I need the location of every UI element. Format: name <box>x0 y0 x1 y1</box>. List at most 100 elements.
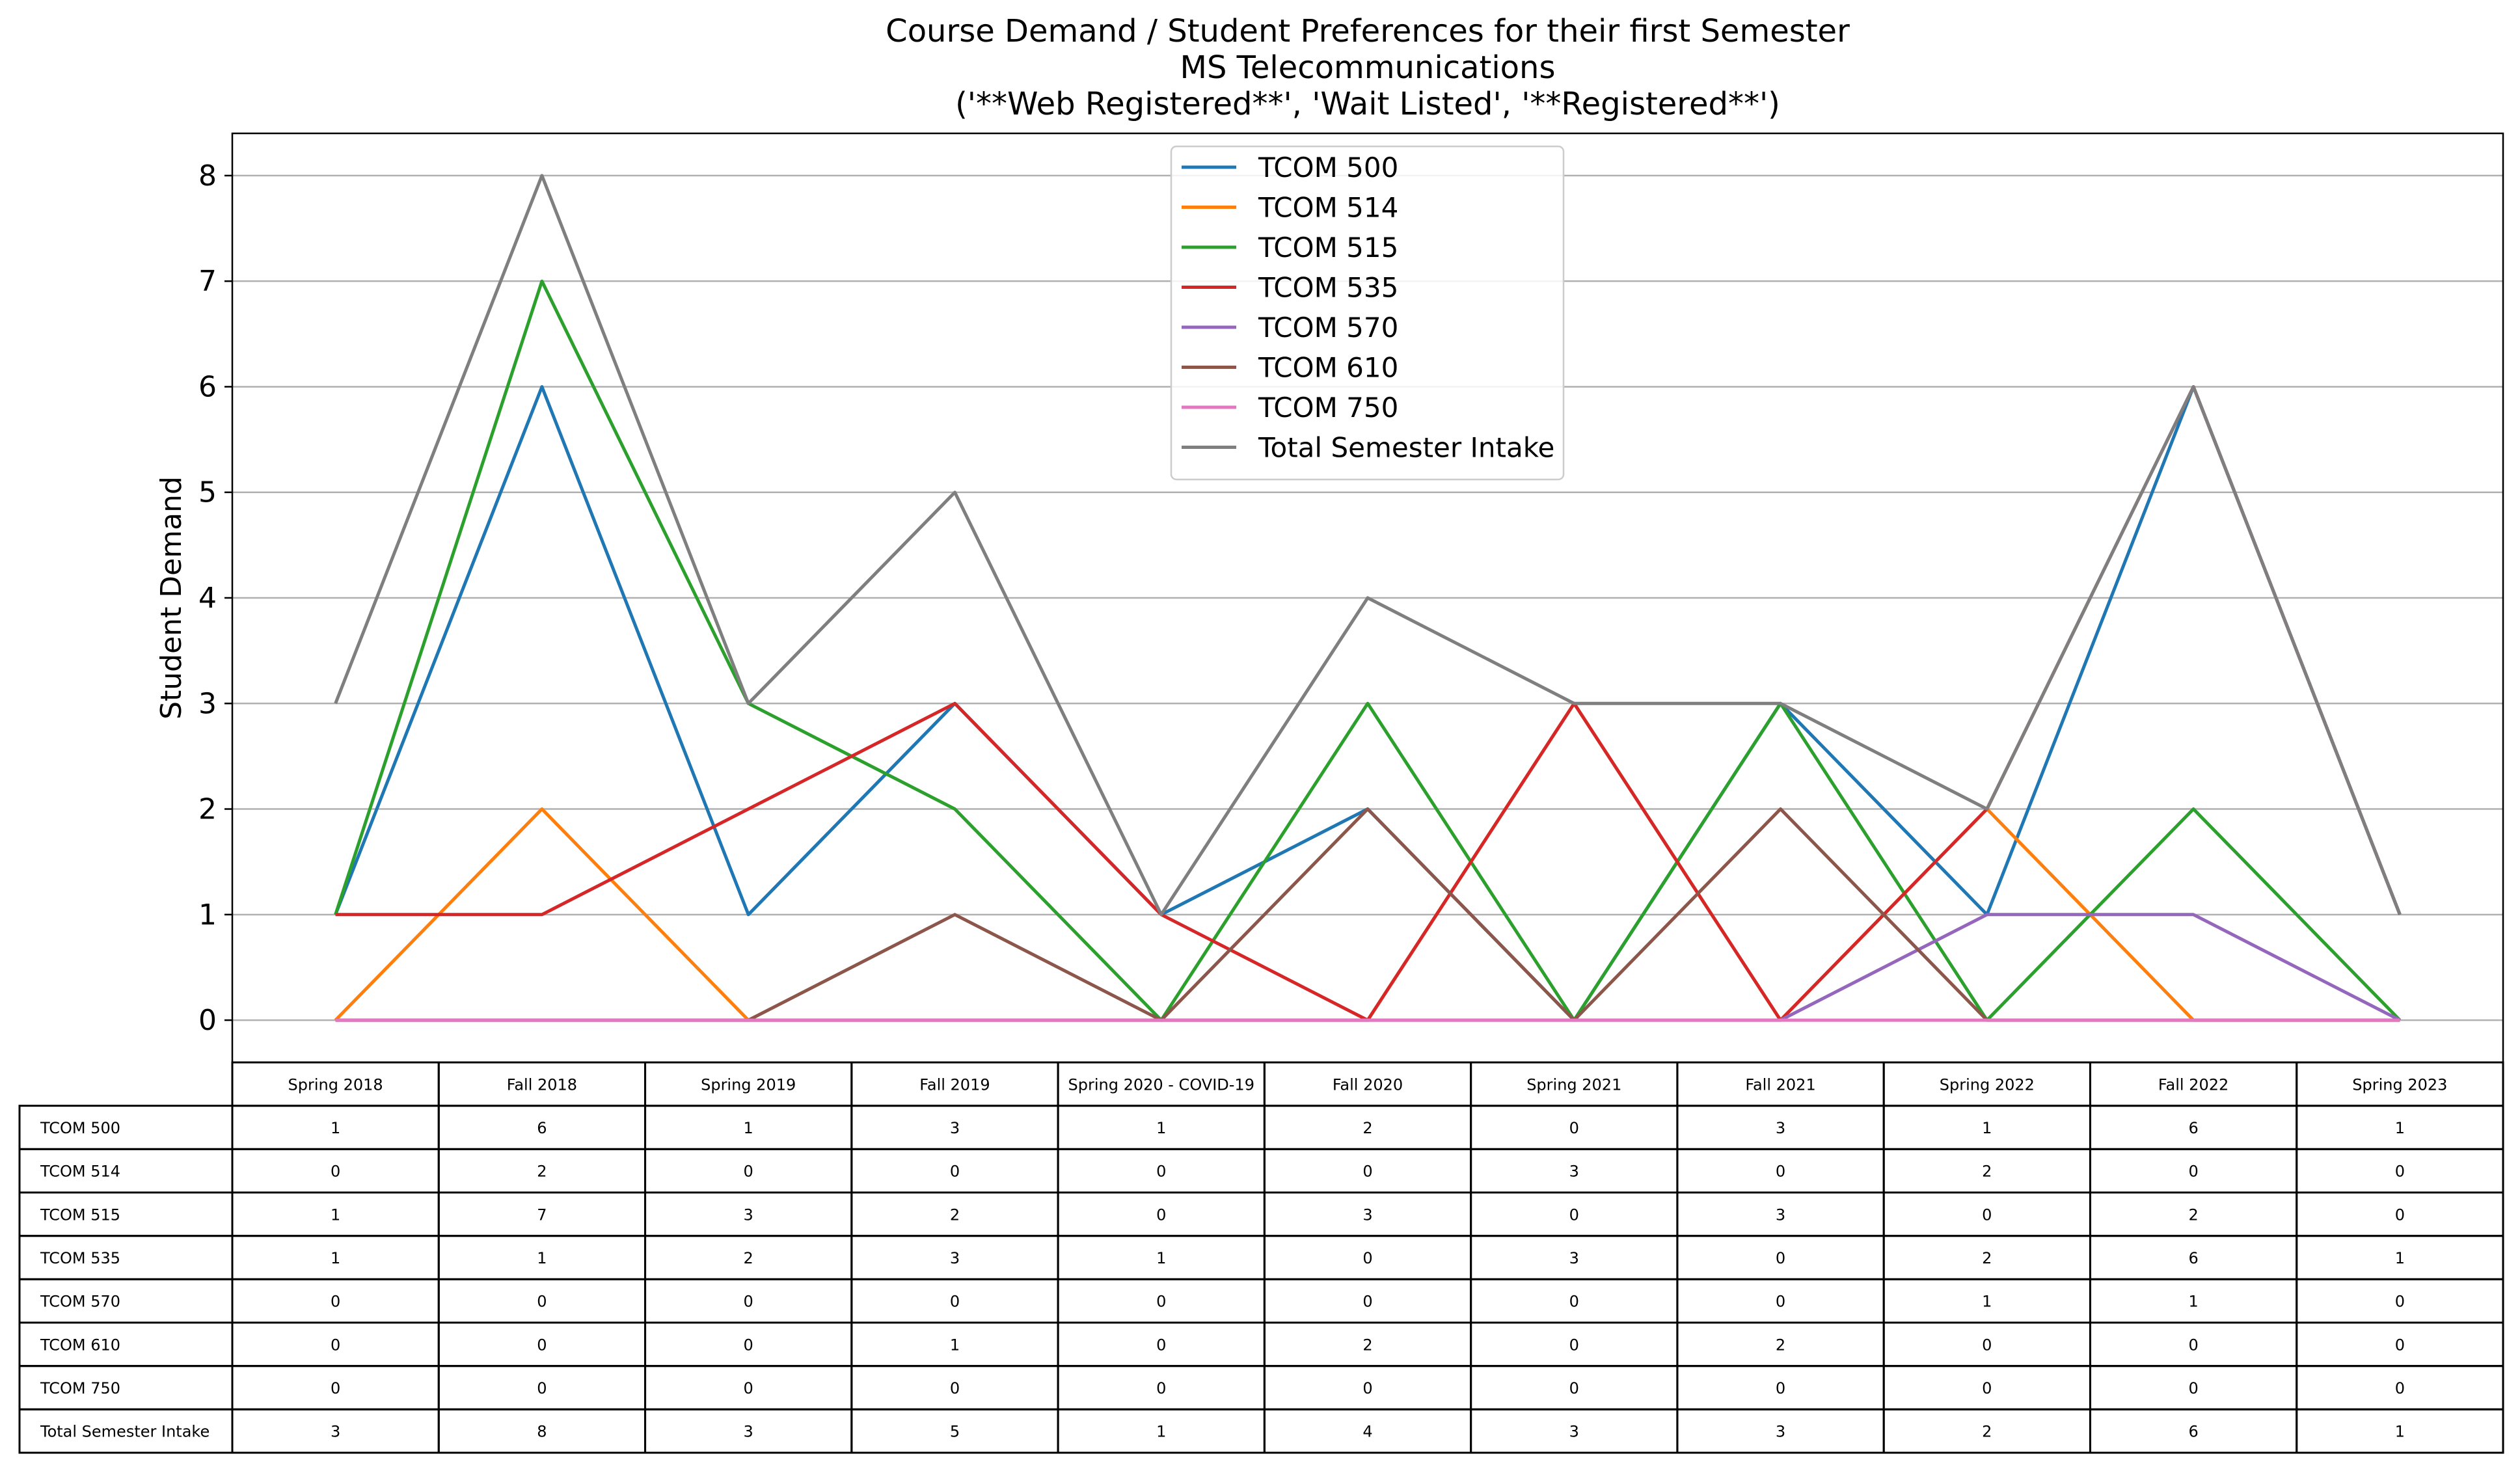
table-cell-value: 3 <box>1776 1206 1785 1224</box>
table-cell-value: 0 <box>1982 1336 1992 1354</box>
table-cell-value: 2 <box>1362 1119 1372 1137</box>
table-cell-value: 2 <box>537 1163 547 1181</box>
chart-title: Course Demand / Student Preferences for … <box>886 13 1850 122</box>
table-cell-value: 1 <box>2395 1119 2405 1137</box>
table-cell-value: 3 <box>1569 1423 1579 1441</box>
table-cell-value: 7 <box>537 1206 547 1224</box>
table-cell-value: 1 <box>2395 1423 2405 1441</box>
table-cell-value: 3 <box>1362 1206 1372 1224</box>
table-cell-value: 0 <box>2188 1163 2198 1181</box>
table-cell-value: 0 <box>2395 1206 2405 1224</box>
legend-frame <box>1170 145 1565 481</box>
y-tick-label: 3 <box>198 687 217 720</box>
table-row-label: Total Semester Intake <box>40 1423 210 1441</box>
y-tick-label: 4 <box>198 582 217 615</box>
table-cell-value: 1 <box>2188 1293 2198 1311</box>
table-col-header: Fall 2021 <box>1745 1075 1815 1094</box>
table-col-header: Fall 2018 <box>507 1075 577 1094</box>
legend-entry: TCOM 515 <box>1258 232 1398 263</box>
table-cell-value: 3 <box>744 1423 753 1441</box>
table-cell-value: 0 <box>1569 1293 1579 1311</box>
table-cell-value: 2 <box>1776 1336 1785 1354</box>
legend-entry: TCOM 535 <box>1258 272 1398 304</box>
y-tick-label: 7 <box>198 265 217 298</box>
table-cell-value: 0 <box>2395 1336 2405 1354</box>
table-cell-value: 3 <box>744 1206 753 1224</box>
table-col-header: Spring 2019 <box>701 1075 796 1094</box>
table-cell-value: 0 <box>1776 1249 1785 1267</box>
table-cell-value: 0 <box>537 1336 547 1354</box>
table-col-header: Spring 2021 <box>1526 1075 1621 1094</box>
legend: TCOM 500 TCOM 514 TCOM 515 TCOM 535 TCOM 570… <box>1170 145 1565 481</box>
legend-entry: TCOM 500 <box>1258 152 1398 183</box>
table-cell-value: 0 <box>2395 1163 2405 1181</box>
table-cell-value: 0 <box>950 1293 960 1311</box>
table-row-label: TCOM 500 <box>40 1119 120 1137</box>
table-cell <box>2296 1408 2504 1454</box>
table-col-header: Spring 2020 - COVID-19 <box>1068 1075 1254 1094</box>
table-cell-value: 0 <box>1569 1206 1579 1224</box>
table-cell-value: 0 <box>2188 1379 2198 1397</box>
table-row-label: TCOM 610 <box>40 1336 120 1354</box>
table-cell-value: 4 <box>1362 1423 1372 1441</box>
table-cell-value: 0 <box>1156 1336 1166 1354</box>
table-cell-value: 1 <box>950 1336 960 1354</box>
legend-entry: TCOM 750 <box>1258 392 1398 424</box>
y-axis-ticks: 0 1 2 3 4 5 6 7 8 <box>198 159 232 1037</box>
table-cell-value: 0 <box>1569 1336 1579 1354</box>
table-cell-value: 3 <box>1776 1119 1785 1137</box>
table-col-header: Spring 2023 <box>2352 1075 2447 1094</box>
table-cell-value: 0 <box>1156 1206 1166 1224</box>
chart-title-line: MS Telecommunications <box>1180 49 1556 86</box>
table-cell-value: 0 <box>1156 1163 1166 1181</box>
y-axis-label: Student Demand <box>155 476 188 720</box>
table-cell-value: 0 <box>744 1379 753 1397</box>
table-cell-value: 1 <box>331 1249 340 1267</box>
table-cell-value: 3 <box>950 1119 960 1137</box>
table-cell-value: 1 <box>1982 1119 1992 1137</box>
table-cell-value: 0 <box>331 1163 340 1181</box>
table-col-header: Fall 2022 <box>2158 1075 2229 1094</box>
y-tick-label: 8 <box>198 159 217 193</box>
table-cell-value: 0 <box>1362 1249 1372 1267</box>
table-cell-value: 0 <box>1776 1379 1785 1397</box>
legend-entry: Total Semester Intake <box>1258 432 1554 464</box>
table-cell-value: 0 <box>744 1293 753 1311</box>
table-row-label: TCOM 515 <box>40 1206 120 1224</box>
table-cell-value: 0 <box>950 1163 960 1181</box>
table-cell-value: 1 <box>744 1119 753 1137</box>
table-col-header: Spring 2022 <box>1940 1075 2035 1094</box>
table-cell-value: 6 <box>2188 1423 2198 1441</box>
table-cell-value: 1 <box>1156 1249 1166 1267</box>
table-cell-value: 0 <box>537 1293 547 1311</box>
table-cell-value: 0 <box>1569 1119 1579 1137</box>
table-cell-value: 1 <box>1156 1423 1166 1441</box>
table-col-header: Fall 2019 <box>919 1075 990 1094</box>
table-cell-value: 0 <box>2395 1379 2405 1397</box>
table-cell-value: 6 <box>2188 1249 2198 1267</box>
legend-entry: TCOM 610 <box>1258 352 1398 384</box>
table-cell-value: 0 <box>1569 1379 1579 1397</box>
table-cell-value: 5 <box>950 1423 960 1441</box>
legend-entry: TCOM 514 <box>1258 192 1398 224</box>
table-cell-value: 1 <box>1982 1293 1992 1311</box>
data-table: Spring 2018 Fall 2018 Spring 2019 Fall 2019… <box>18 1061 2504 1454</box>
table-cell-value: 0 <box>331 1379 340 1397</box>
y-tick-label: 5 <box>198 476 217 509</box>
chart-title-line: Course Demand / Student Preferences for … <box>886 13 1850 49</box>
table-cell-value: 0 <box>537 1379 547 1397</box>
table-cell-value: 0 <box>1982 1379 1992 1397</box>
table-cell-value: 1 <box>1156 1119 1166 1137</box>
table-cell-value: 2 <box>744 1249 753 1267</box>
table-cell-value: 1 <box>331 1206 340 1224</box>
legend-entry: TCOM 570 <box>1258 312 1398 344</box>
table-cell-value: 0 <box>1156 1379 1166 1397</box>
table-cell-value: 2 <box>1982 1249 1992 1267</box>
table-cell-value: 1 <box>331 1119 340 1137</box>
table-cell-value: 3 <box>1569 1163 1579 1181</box>
table-row-label: TCOM 750 <box>40 1379 120 1397</box>
table-row-label: TCOM 570 <box>40 1293 120 1311</box>
chart-title-line: ('**Web Registered**', 'Wait Listed', '*… <box>955 86 1780 122</box>
y-tick-label: 1 <box>198 898 217 932</box>
